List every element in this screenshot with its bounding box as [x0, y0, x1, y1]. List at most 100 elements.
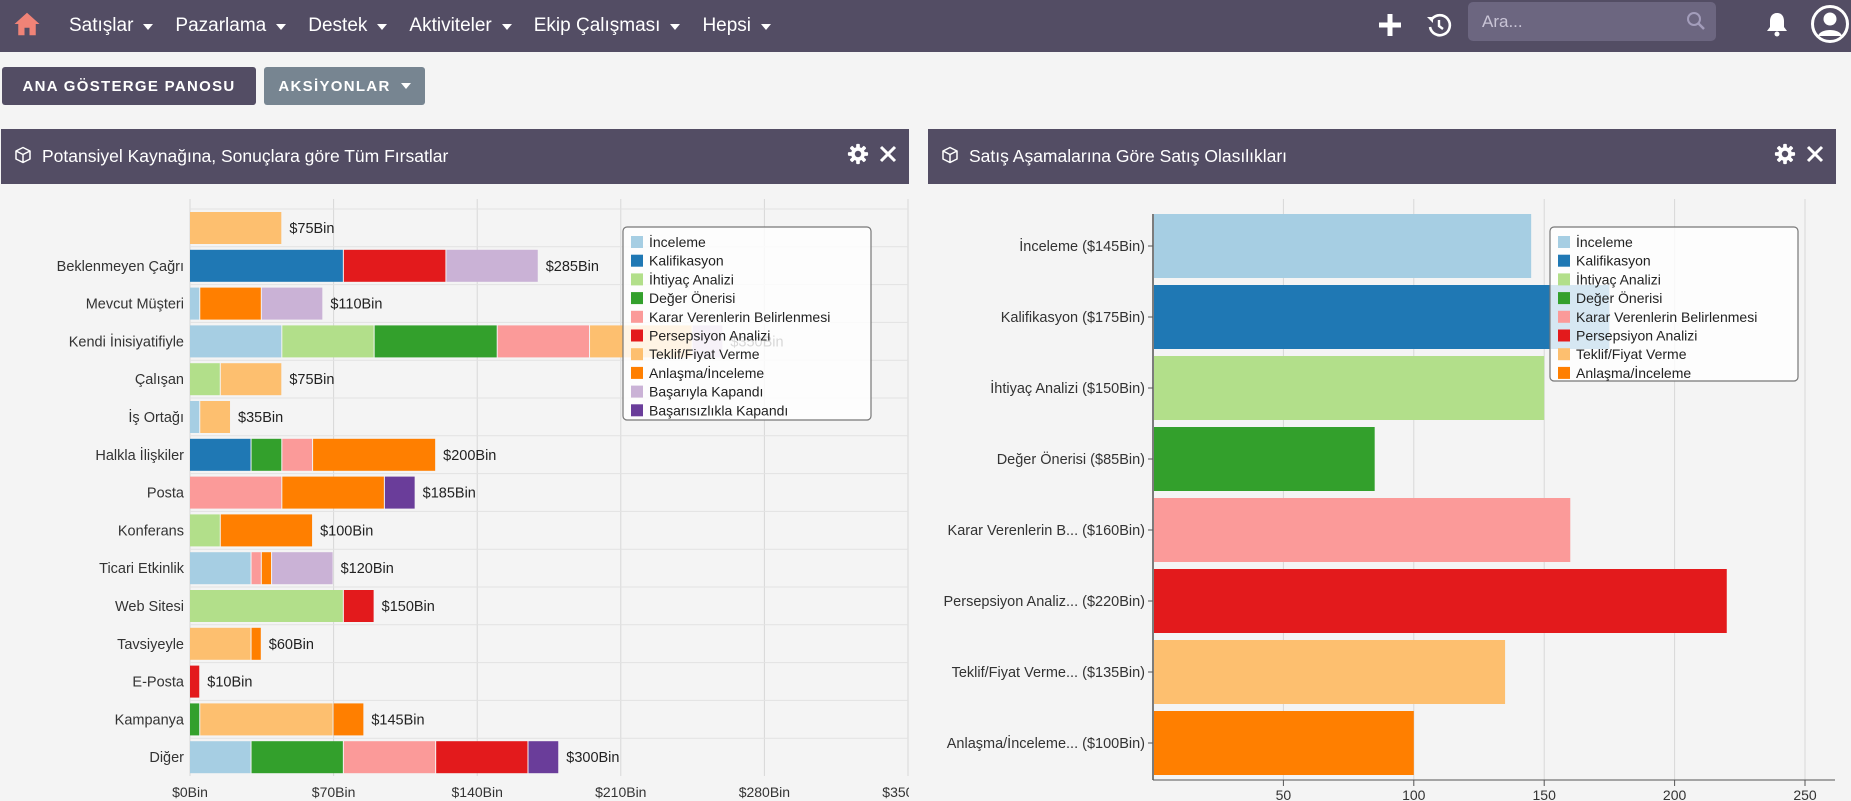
- bar: [1154, 285, 1610, 349]
- bar-total-label: $300Bin: [566, 750, 619, 766]
- bar-total-label: $145Bin: [371, 712, 424, 728]
- legend-label: İhtiyaç Analizi: [649, 270, 734, 287]
- legend-swatch: [1558, 292, 1570, 305]
- y-category-label: Teklif/Fiyat Verme... ($135Bin): [952, 665, 1145, 681]
- nav-item-activities[interactable]: Aktiviteler: [409, 15, 512, 37]
- bar-segment: [343, 741, 436, 774]
- bar-segment: [251, 741, 343, 774]
- bar: [1154, 711, 1414, 775]
- legend-swatch: [1558, 310, 1570, 323]
- bar-segment: [251, 552, 261, 585]
- bar-segment: [436, 741, 528, 774]
- bar-segment: [374, 325, 497, 358]
- legend-swatch: [631, 366, 643, 379]
- legend-label: Karar Verenlerin Belirlenmesi: [649, 309, 830, 325]
- chart-opportunities-by-source: $0Bin $70Bin $140Bin $210Bin $280Bin $350Bin $…: [57, 199, 909, 800]
- bar-total-label: $285Bin: [546, 259, 599, 275]
- bar: [1154, 640, 1506, 704]
- legend-swatch: [1558, 273, 1570, 286]
- search-icon[interactable]: [1686, 11, 1706, 31]
- legend-box: [622, 226, 872, 421]
- nav-item-marketing[interactable]: Pazarlama: [175, 15, 287, 37]
- y-category-label: Değer Önerisi ($85Bin): [997, 450, 1145, 468]
- bar-total-label: $200Bin: [443, 448, 496, 464]
- y-category-label: Anlaşma/İnceleme... ($100Bin): [947, 734, 1145, 752]
- x-tick-label: 100: [1402, 787, 1426, 801]
- legend-swatch: [1558, 348, 1570, 361]
- bar-total-label: $100Bin: [320, 523, 373, 539]
- bar-segment: [200, 287, 261, 320]
- bar-segment: [261, 287, 323, 320]
- legend-swatch: [631, 404, 643, 417]
- y-category-label: Çalışan: [135, 372, 184, 388]
- x-tick-label: 250: [1793, 787, 1817, 801]
- legend-label: İnceleme: [1576, 233, 1633, 250]
- nav-item-sales[interactable]: Satışlar: [69, 15, 154, 37]
- home-icon[interactable]: [12, 9, 42, 39]
- plus-icon[interactable]: [1375, 10, 1405, 40]
- bar-segment: [272, 552, 333, 585]
- bell-icon[interactable]: [1762, 9, 1792, 39]
- bar-segment: [528, 741, 559, 774]
- legend-label: İnceleme: [649, 233, 706, 250]
- bar-segment: [333, 703, 364, 736]
- gear-icon[interactable]: [1774, 143, 1796, 165]
- legend-swatch: [631, 292, 643, 305]
- history-icon[interactable]: [1424, 10, 1454, 40]
- legend-label: Teklif/Fiyat Verme: [1576, 346, 1687, 362]
- nav-item-label: Pazarlama: [175, 15, 267, 36]
- bar-segment: [282, 325, 374, 358]
- bar-segment: [261, 552, 272, 585]
- cube-icon: [15, 146, 31, 164]
- legend-swatch: [1558, 236, 1570, 248]
- nav-item-collaboration[interactable]: Ekip Çalışması: [534, 15, 681, 37]
- x-tick-label: 150: [1533, 787, 1557, 801]
- bar-total-label: $120Bin: [341, 561, 394, 577]
- y-category-label: Kalifikasyon ($175Bin): [1001, 310, 1145, 326]
- dashlet-title: Potansiyel Kaynağına, Sonuçlara göre Tüm…: [42, 146, 449, 166]
- legend-swatch: [631, 254, 643, 267]
- legend-swatch: [631, 329, 643, 342]
- legend-label: İhtiyaç Analizi: [1576, 270, 1661, 287]
- x-tick-label: $70Bin: [312, 784, 356, 800]
- y-category-label: Kendi İnisiyatifiyle: [69, 332, 184, 350]
- caret-down-icon: [670, 24, 681, 30]
- legend-label: Anlaşma/İnceleme: [1576, 364, 1691, 381]
- x-tick-label: $140Bin: [452, 784, 503, 800]
- legend-label: Değer Önerisi: [1576, 289, 1662, 306]
- nav-item-all[interactable]: Hepsi: [702, 15, 772, 37]
- legend-label: Başarısızlıkla Kapandı: [649, 402, 788, 418]
- y-category-label: Halkla İlişkiler: [95, 446, 184, 464]
- bar-segment: [190, 741, 251, 774]
- bar-segment: [251, 627, 261, 660]
- x-tick-label: 50: [1276, 787, 1292, 801]
- dashboard-button[interactable]: ANA GÖSTERGE PANOSU: [2, 67, 256, 105]
- x-tick-label: $0Bin: [172, 784, 208, 800]
- bar: [1154, 427, 1375, 491]
- nav-item-support[interactable]: Destek: [308, 15, 388, 37]
- y-category-label: Ticari Etkinlik: [99, 561, 185, 577]
- search-input[interactable]: [1482, 2, 1682, 41]
- close-icon[interactable]: [1805, 144, 1825, 164]
- bar-segment: [190, 212, 282, 244]
- user-icon[interactable]: [1810, 4, 1850, 44]
- actions-button-label: AKSİYONLAR: [278, 77, 391, 95]
- legend-swatch: [631, 310, 643, 323]
- y-category-label: İş Ortağı: [128, 408, 184, 426]
- cube-icon: [942, 146, 958, 164]
- legend-swatch: [631, 348, 643, 361]
- gear-icon[interactable]: [847, 143, 869, 165]
- bar-segment: [446, 249, 538, 282]
- legend-label: Değer Önerisi: [649, 289, 735, 306]
- bar-segment: [343, 590, 374, 622]
- dashlet-title: Satış Aşamalarına Göre Satış Olasılıklar…: [969, 146, 1288, 166]
- nav-item-label: Ekip Çalışması: [533, 15, 661, 36]
- x-tick-label: $350Bin: [882, 784, 909, 800]
- bar: [1154, 356, 1545, 420]
- close-icon[interactable]: [878, 144, 898, 164]
- x-tick-label: $210Bin: [595, 784, 646, 800]
- bar-segment: [190, 401, 200, 433]
- bar-segment: [220, 363, 282, 396]
- actions-button[interactable]: AKSİYONLAR: [264, 67, 425, 105]
- main-menu: Satışlar Pazarlama Destek Aktiviteler Ek…: [69, 0, 793, 52]
